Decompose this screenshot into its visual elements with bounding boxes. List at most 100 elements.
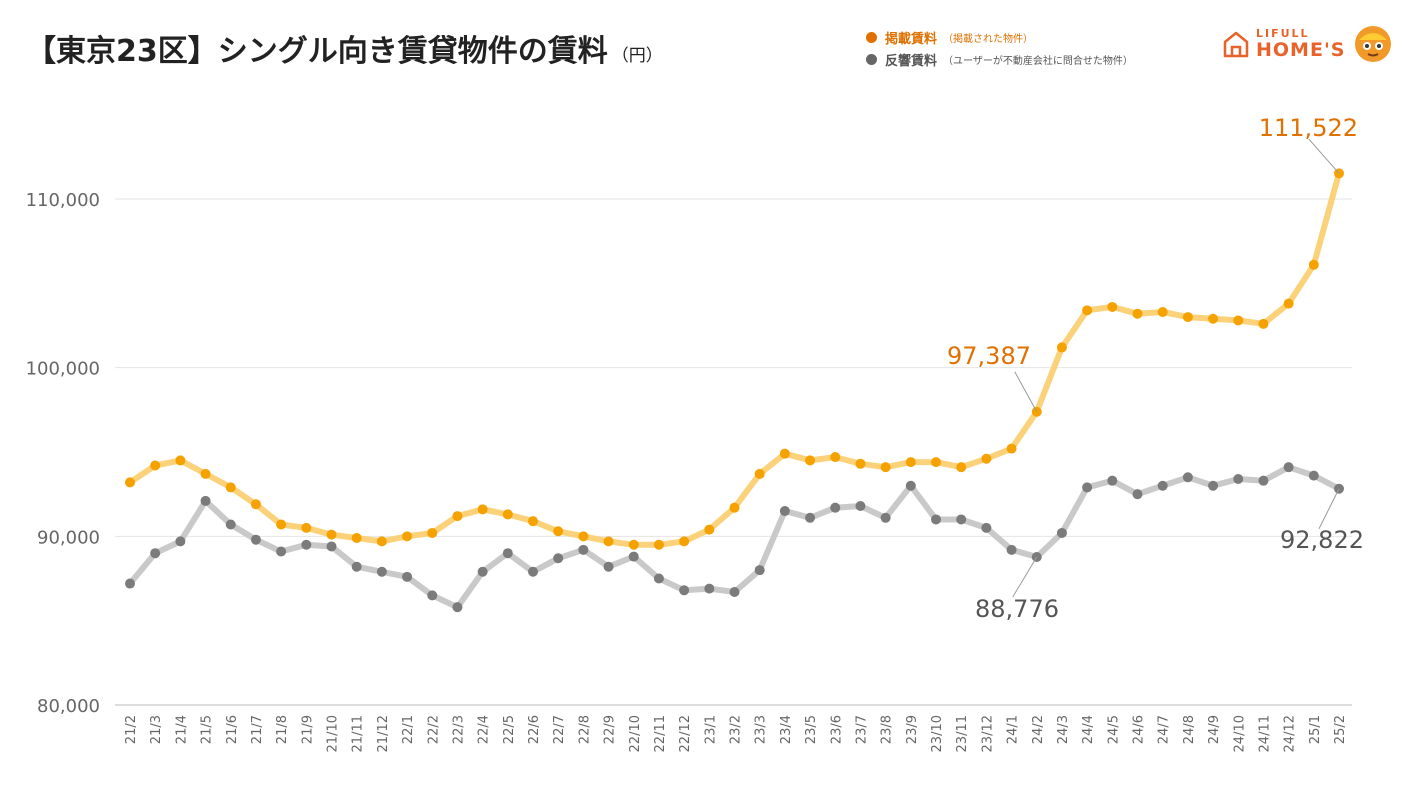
chart-title: 【東京23区】シングル向き賃貸物件の賃料 （円） [26,26,663,70]
data-point [1006,544,1017,555]
data-point [225,519,236,530]
data-point [427,590,438,601]
annotation-leader [1308,138,1340,174]
x-tick-label: 21/7 [250,715,265,744]
chart-title-text: 【東京23区】シングル向き賃貸物件の賃料 [26,34,608,69]
data-point [956,462,967,473]
x-tick-label: 24/5 [1106,715,1121,744]
legend-item-listed: 掲載賃料 （掲載された物件） [866,26,1133,48]
data-point [1182,472,1193,483]
x-tick-label: 21/2 [124,715,139,744]
x-tick-label: 21/10 [326,715,341,752]
lifull-homes-logo: LIFULL HOME'S [1222,24,1393,64]
data-point [880,512,891,523]
data-point [1132,308,1143,319]
grid [115,198,1352,706]
data-point [1107,475,1118,486]
data-point [225,482,236,493]
x-tick-label: 24/7 [1157,715,1172,744]
x-tick-label: 25/1 [1308,715,1323,744]
data-point [1233,473,1244,484]
y-tick-label: 100,000 [26,359,100,380]
annotations: 97,387 111,522 88,776 92,822 [947,114,1364,623]
data-point [779,506,790,517]
data-point [1208,480,1219,491]
data-point [931,457,941,468]
data-point [905,480,916,491]
data-point [125,477,135,488]
x-tick-label: 23/11 [955,715,970,752]
data-point [1006,443,1017,454]
data-point [1056,527,1067,538]
x-tick-label: 21/6 [225,715,240,744]
data-point [326,541,337,552]
x-tick-label: 21/11 [351,715,366,752]
data-point [250,534,261,545]
x-tick-label: 23/9 [905,715,920,744]
data-label: 97,387 [947,342,1031,370]
data-point [905,457,916,468]
x-tick-label: 22/1 [401,715,416,744]
mascot-icon [1355,26,1392,62]
y-tick-label: 90,000 [37,527,100,548]
data-point [1233,315,1244,326]
data-point [805,455,816,466]
data-point [704,583,715,594]
data-point [276,519,287,530]
data-point [603,536,614,547]
x-tick-label: 23/2 [729,715,744,744]
data-point [1132,489,1143,500]
data-point [1107,301,1118,312]
data-point [1308,470,1319,481]
data-point [855,458,866,469]
data-point [855,500,866,511]
data-point [830,502,841,513]
data-label: 88,776 [975,595,1059,623]
data-point [427,527,438,538]
legend-marker-inquiry [866,53,877,65]
x-tick-label: 21/9 [300,715,315,744]
legend-label-inquiry: 反響賃料 [885,53,938,69]
x-tick-label: 22/9 [603,715,618,744]
data-point [653,539,664,550]
x-tick-label: 22/7 [552,715,567,744]
data-point [729,502,740,513]
data-point [477,504,488,515]
x-tick-label: 21/8 [275,715,290,744]
data-point [779,448,790,459]
data-point [200,495,211,506]
x-tick-label: 24/3 [1056,715,1071,744]
data-point [679,585,690,596]
x-tick-label: 21/5 [200,715,215,744]
data-point [578,544,589,555]
data-point [200,468,211,479]
data-point [402,571,413,582]
data-point [880,462,891,473]
data-point [1258,318,1269,329]
data-point [956,514,967,525]
legend: 掲載賃料 （掲載された物件） 反響賃料 （ユーザーが不動産会社に問合せた物件） [866,26,1133,70]
data-point [1157,480,1168,491]
x-tick-label: 23/1 [703,715,718,744]
legend-label-listed: 掲載賃料 [885,31,938,47]
y-tick-label: 80,000 [37,696,100,717]
data-point [679,536,690,547]
data-point [1082,482,1093,493]
x-tick-label: 24/9 [1207,715,1222,744]
x-tick-label: 21/12 [376,715,391,752]
data-point [553,553,564,564]
x-tick-label: 23/3 [754,715,769,744]
data-point [805,512,816,523]
x-tick-label: 23/7 [854,715,869,744]
x-tick-label: 24/1 [1006,715,1021,744]
data-point [729,586,740,597]
x-tick-label: 22/12 [678,715,693,752]
x-tick-label: 21/3 [149,715,164,744]
data-point [754,468,765,479]
data-point [1308,259,1319,270]
data-point [276,546,287,557]
data-point [931,514,941,525]
series-line [127,464,1342,611]
data-point [376,536,387,547]
x-tick-label: 24/4 [1081,715,1096,744]
